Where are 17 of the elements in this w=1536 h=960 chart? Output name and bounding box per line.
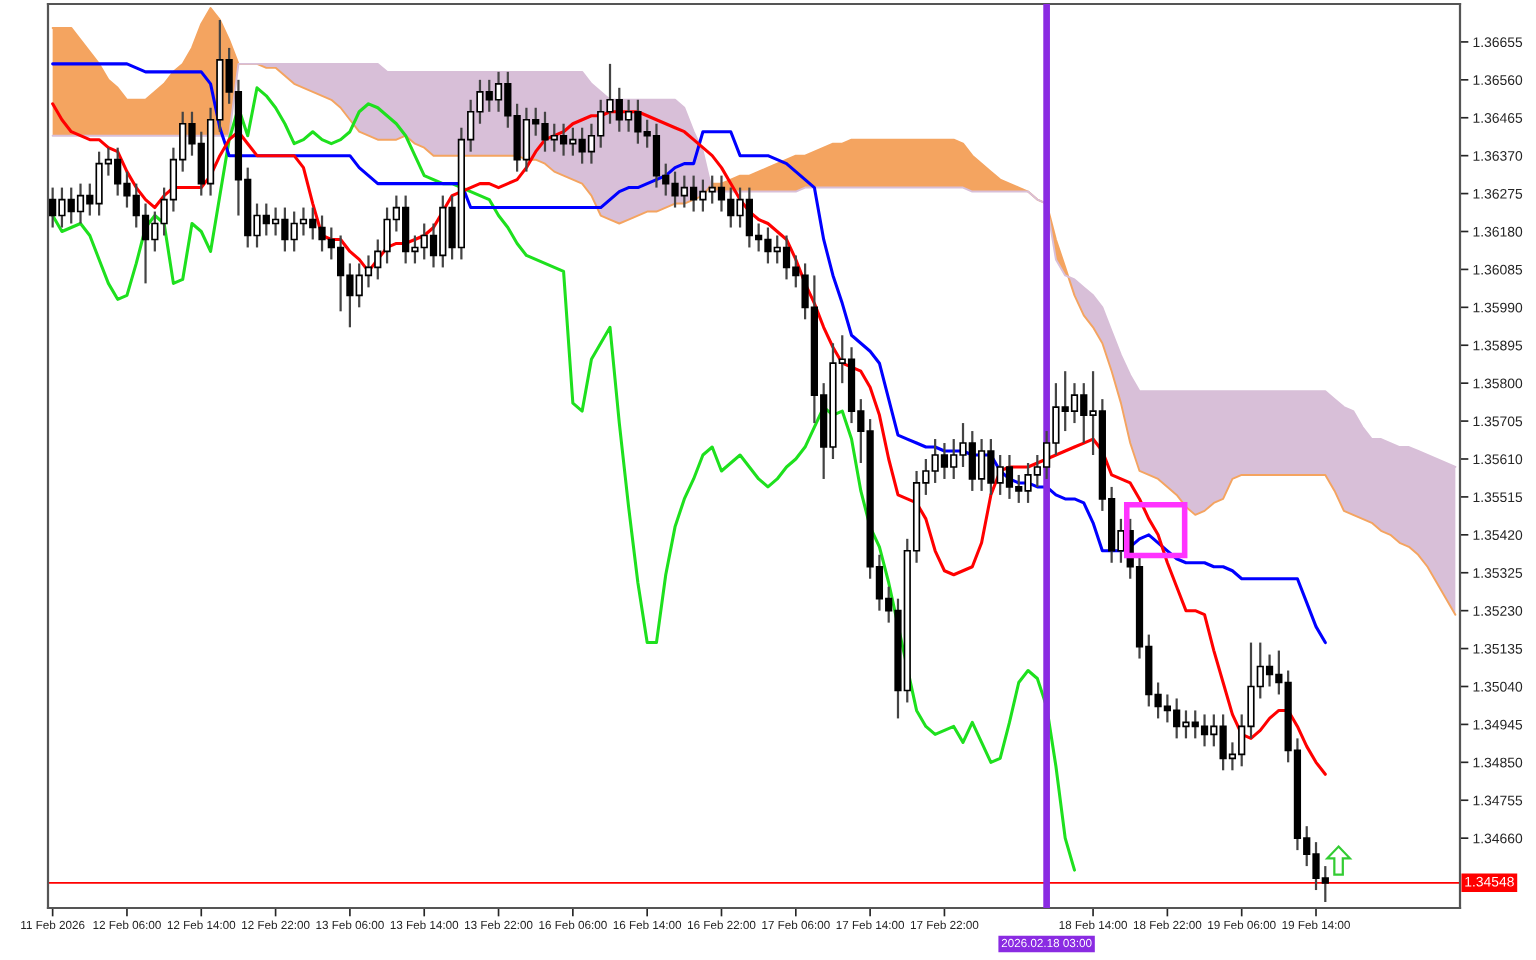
candlestick [559,122,568,157]
candlestick [717,174,726,213]
line-series [51,102,1327,776]
candlestick [76,182,85,225]
candlestick [652,122,661,189]
line-series [51,86,1077,872]
candlestick [1005,453,1014,501]
line-series [51,62,1327,645]
candlestick [364,254,373,289]
candlestick [940,441,949,481]
candlestick [1200,713,1209,748]
candlestick [1070,382,1079,425]
candlestick [494,70,503,113]
candlestick [141,202,150,285]
candlestick [1265,653,1274,688]
candlestick [782,234,791,281]
candlestick [299,206,308,237]
